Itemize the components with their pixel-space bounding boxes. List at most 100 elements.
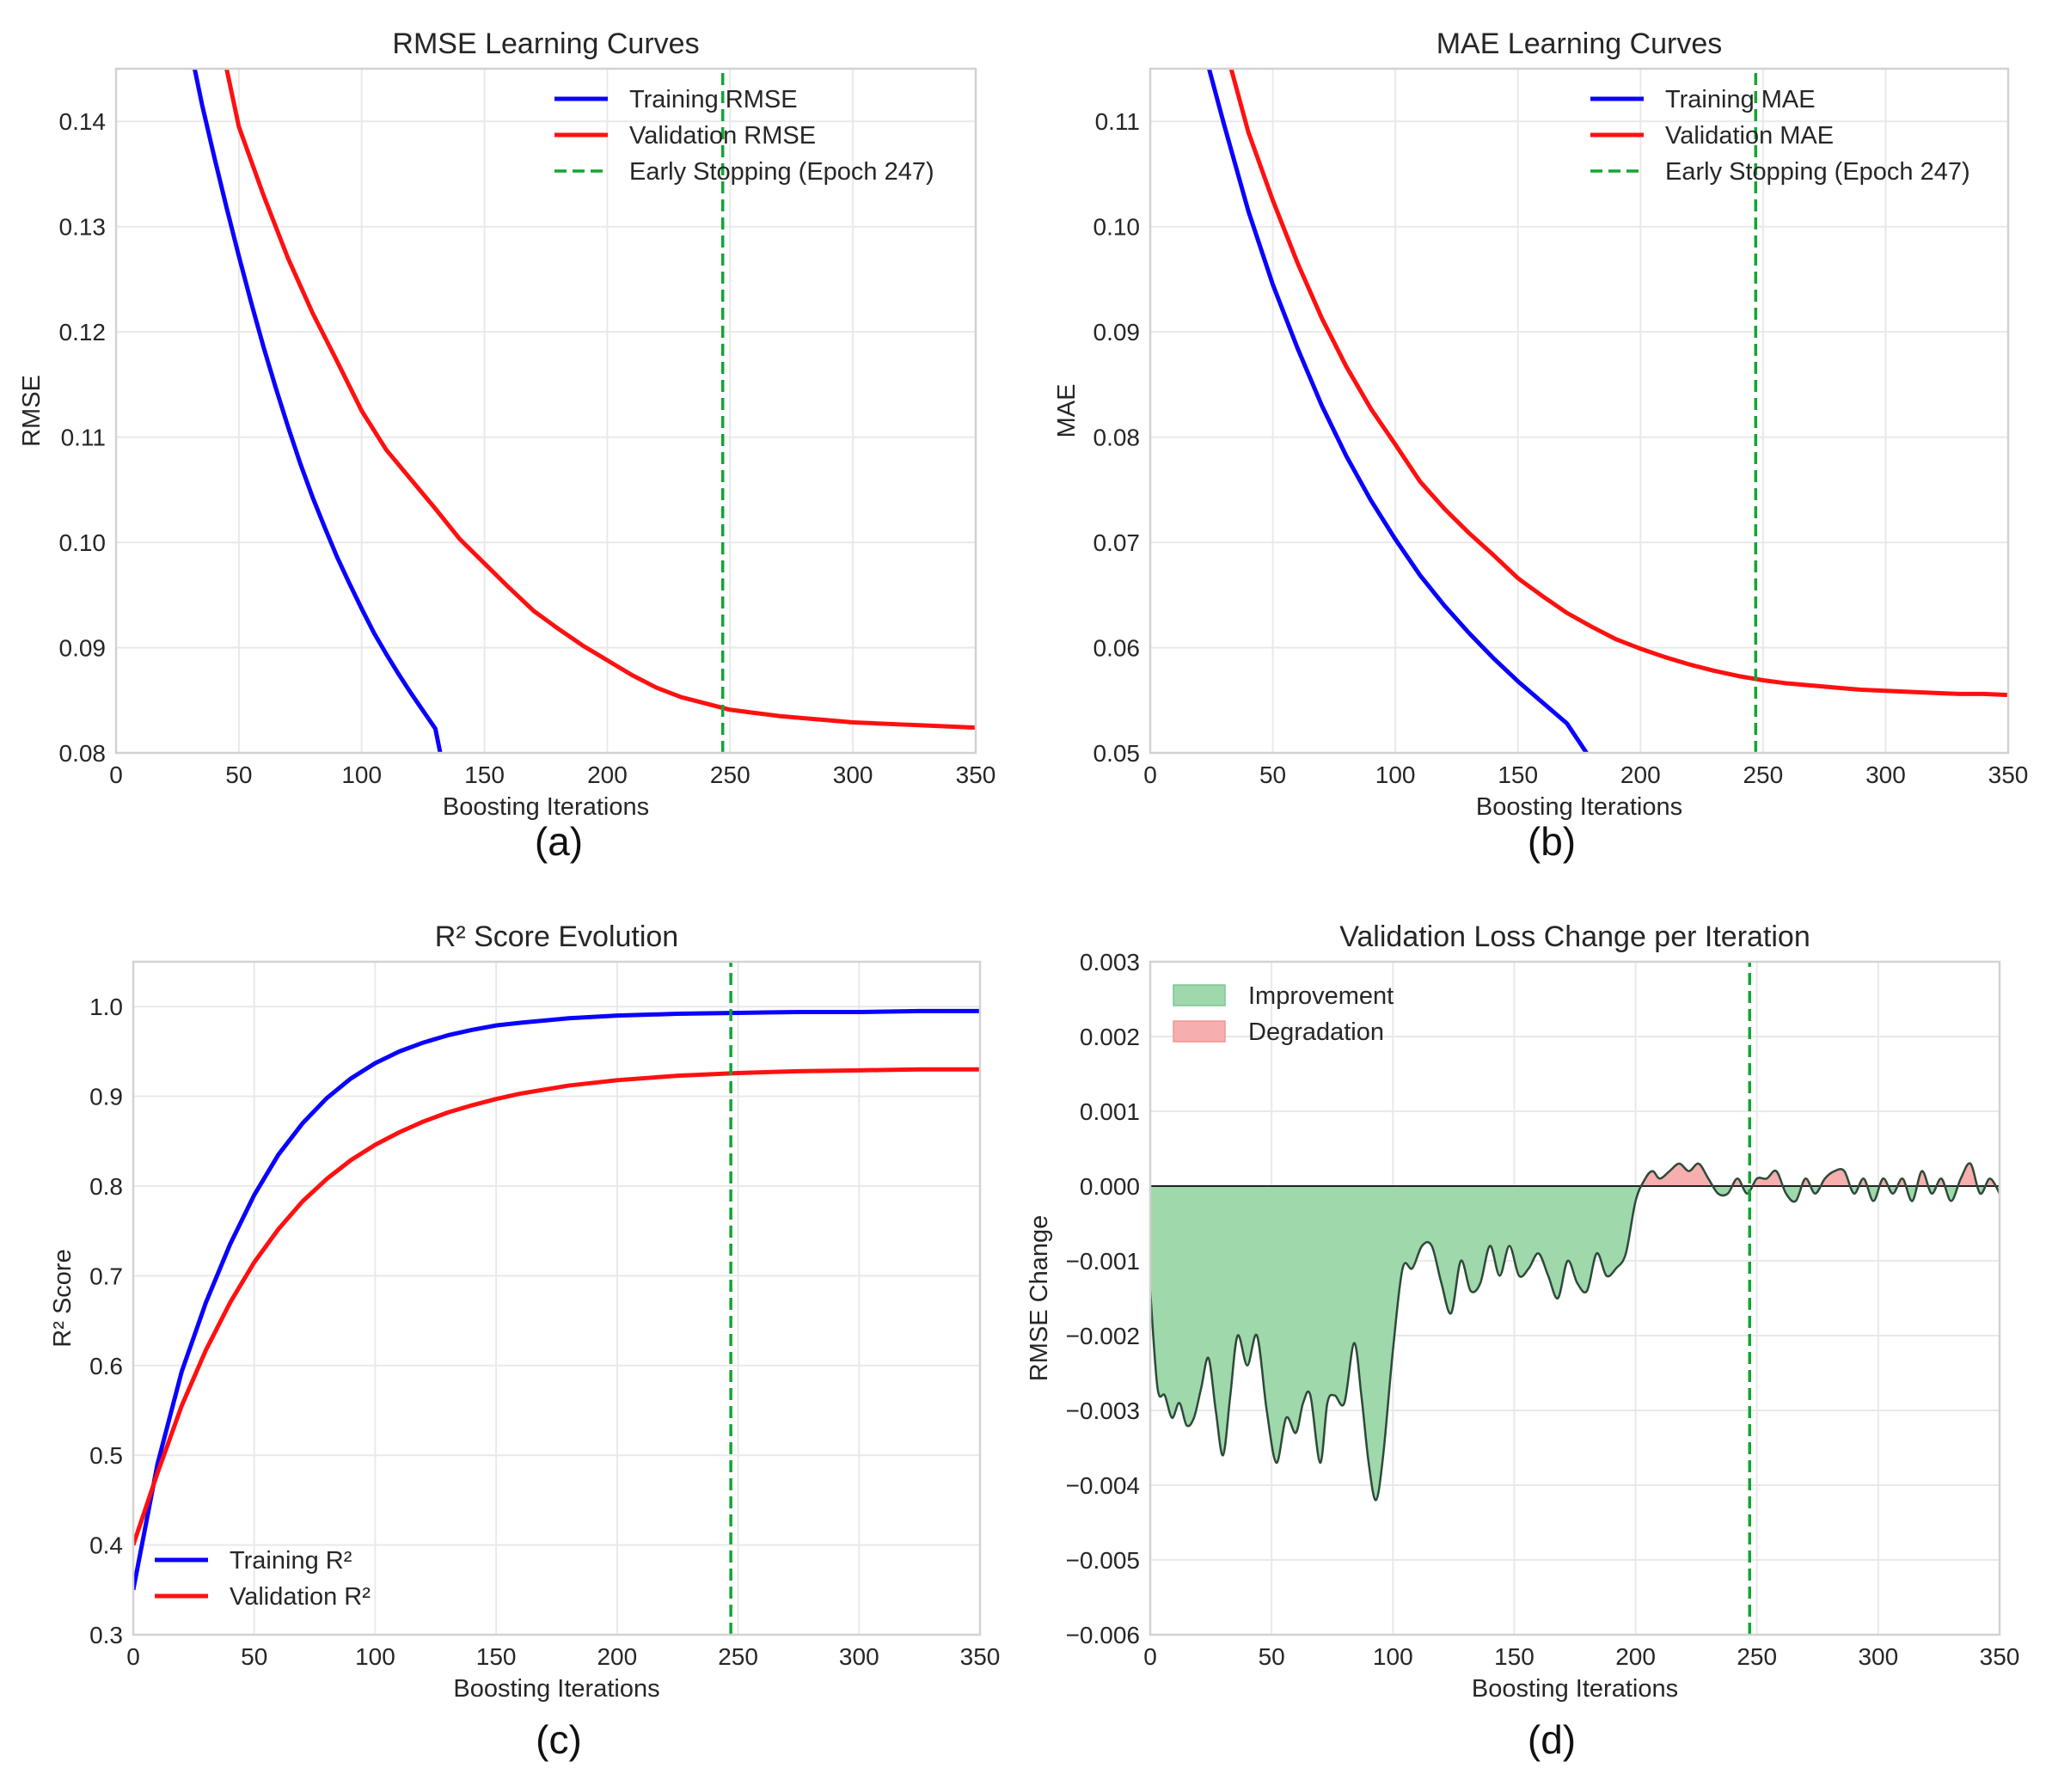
- legend-swatch: [1173, 984, 1226, 1006]
- x-tick-label: 200: [1620, 761, 1661, 788]
- y-tick-label: 0.07: [1093, 529, 1141, 556]
- plot-marks: [133, 962, 980, 1635]
- x-tick-label: 100: [1375, 761, 1416, 788]
- y-tick-label: 0.08: [1093, 425, 1141, 451]
- y-tick-label: −0.006: [1066, 1622, 1140, 1648]
- legend-label: Validation R²: [230, 1583, 371, 1611]
- x-tick-label: 250: [1737, 1643, 1777, 1670]
- series-line-validation: [133, 1067, 980, 1546]
- x-axis-label: Boosting Iterations: [443, 793, 649, 821]
- subfigure-label: (b): [1528, 819, 1576, 864]
- grid: [1149, 961, 2000, 1636]
- x-tick-label: 200: [597, 1643, 637, 1670]
- x-axis-label: Boosting Iterations: [1472, 1675, 1678, 1703]
- plot-area: [1150, 69, 2008, 753]
- series-line-training: [192, 69, 443, 753]
- legend-label: Improvement: [1248, 982, 1394, 1010]
- y-tick-label: 0.7: [89, 1263, 123, 1289]
- y-axis-label: RMSE Change: [1026, 1215, 1053, 1381]
- x-tick-label: 350: [1980, 1643, 2020, 1670]
- subfigure-label: (a): [535, 819, 583, 864]
- x-tick-label: 0: [109, 761, 123, 788]
- plot-area: [133, 962, 980, 1635]
- y-axis-label: RMSE: [18, 375, 46, 447]
- legend: Improvement Degradation: [1173, 982, 1394, 1046]
- plot-marks: [192, 69, 976, 753]
- chart-title: RMSE Learning Curves: [392, 28, 699, 60]
- y-tick-label: −0.002: [1066, 1323, 1140, 1349]
- y-tick-label: 0.003: [1080, 949, 1140, 976]
- y-tick-label: 0.05: [1093, 740, 1141, 767]
- x-tick-label: 100: [341, 761, 382, 788]
- x-tick-label: 250: [1743, 761, 1783, 788]
- y-tick-label: 0.11: [1095, 108, 1140, 135]
- plot-marks: [1207, 69, 2008, 753]
- legend-label: Training MAE: [1665, 86, 1816, 113]
- x-tick-label: 0: [1143, 1643, 1157, 1670]
- panel-a: 0 50 100 150 200 250 300 350 0.08 0.09 0.10 0.11 0.1…: [18, 28, 995, 864]
- plot-frame: [1149, 67, 2010, 755]
- x-axis-label: Boosting Iterations: [1476, 793, 1682, 821]
- legend-label: Training RMSE: [629, 86, 798, 113]
- y-tick-label: 0.13: [59, 214, 107, 241]
- y-tick-label: 1.0: [89, 994, 123, 1020]
- legend: Training MAE Validation MAE Early Stopping…: [1590, 86, 1970, 186]
- series-line-rmse-change: [1150, 1162, 2000, 1501]
- x-tick-label: 100: [1373, 1643, 1413, 1670]
- y-tick-label: −0.003: [1066, 1398, 1140, 1424]
- chart-title: R² Score Evolution: [435, 920, 678, 953]
- x-tick-label: 50: [1259, 761, 1286, 788]
- y-tick-label: −0.005: [1066, 1547, 1140, 1574]
- legend-label: Early Stopping (Epoch 247): [629, 158, 934, 186]
- y-tick-label: 0.08: [59, 740, 107, 767]
- y-tick-label: 0.09: [59, 635, 107, 662]
- y-tick-label: −0.001: [1066, 1248, 1140, 1275]
- y-tick-label: 0.10: [59, 529, 107, 556]
- plot-frame: [1149, 960, 2001, 1636]
- x-tick-label: 300: [833, 761, 873, 788]
- y-tick-label: 0.8: [89, 1173, 123, 1200]
- y-tick-label: 0.06: [1093, 635, 1141, 662]
- y-axis-label: MAE: [1053, 384, 1081, 438]
- x-tick-label: 200: [1615, 1643, 1656, 1670]
- y-tick-label: 0.11: [61, 425, 106, 451]
- x-tick-label: 200: [587, 761, 628, 788]
- y-axis-label: R² Score: [49, 1249, 77, 1347]
- x-tick-label: 0: [1143, 761, 1157, 788]
- plot-frame: [132, 960, 982, 1636]
- x-axis-label: Boosting Iterations: [453, 1675, 659, 1703]
- y-tick-label: 0.10: [1093, 214, 1141, 241]
- series-line-validation: [1228, 69, 2008, 698]
- x-tick-label: 150: [476, 1643, 517, 1670]
- y-tick-label: 0.09: [1093, 319, 1141, 346]
- x-tick-label: 350: [1988, 761, 2029, 788]
- x-tick-label: 100: [355, 1643, 395, 1670]
- series-line-training: [133, 1008, 980, 1591]
- panel-b: 0 50 100 150 200 250 300 350 0.05 0.06 0.07 0.08 0.0…: [1053, 28, 2028, 864]
- legend-label: Training R²: [230, 1547, 352, 1575]
- plot-frame: [114, 67, 977, 755]
- plot-marks: [1150, 962, 2000, 1635]
- x-tick-label: 150: [1494, 1643, 1534, 1670]
- legend-label: Degradation: [1248, 1018, 1384, 1046]
- legend-label: Early Stopping (Epoch 247): [1665, 158, 1970, 186]
- x-tick-label: 50: [1259, 1643, 1285, 1670]
- x-tick-label: 250: [710, 761, 750, 788]
- y-tick-label: −0.004: [1066, 1472, 1140, 1499]
- chart-title: MAE Learning Curves: [1436, 28, 1723, 60]
- y-tick-label: 0.001: [1080, 1098, 1140, 1125]
- legend: Training R² Validation R²: [155, 1547, 371, 1611]
- x-tick-label: 150: [1498, 761, 1538, 788]
- y-tick-label: 0.4: [89, 1532, 123, 1559]
- legend-label: Validation RMSE: [629, 122, 816, 150]
- subfigure-label: (c): [536, 1717, 582, 1762]
- legend-label: Validation MAE: [1665, 122, 1834, 150]
- x-tick-label: 250: [718, 1643, 758, 1670]
- panel-c: 0 50 100 150 200 250 300 350 0.3 0.4 0.5 0.6 0.7 0.8 0…: [49, 920, 1000, 1762]
- improvement-area: [1150, 1186, 2000, 1501]
- series-line-validation: [224, 69, 976, 731]
- x-tick-label: 0: [126, 1643, 140, 1670]
- legend: Training RMSE Validation RMSE Early Stoppi…: [554, 86, 934, 186]
- y-tick-label: 0.000: [1080, 1173, 1140, 1200]
- panel-d: 0 50 100 150 200 250 300 350 −0.006 −0.005 −0.004 −…: [1026, 920, 2019, 1762]
